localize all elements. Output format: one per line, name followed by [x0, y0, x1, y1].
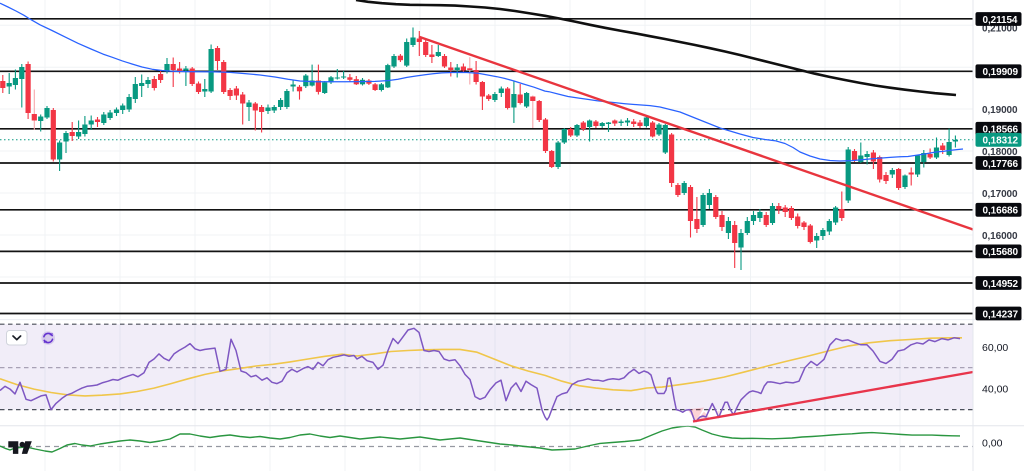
- svg-text:0,21000: 0,21000: [982, 23, 1018, 34]
- svg-text:0,14237: 0,14237: [983, 309, 1019, 320]
- svg-text:0,16686: 0,16686: [983, 206, 1019, 217]
- svg-text:0,14952: 0,14952: [983, 279, 1019, 290]
- svg-text:0,17000: 0,17000: [982, 189, 1018, 200]
- svg-text:0,18312: 0,18312: [983, 136, 1019, 147]
- svg-text:0,21154: 0,21154: [983, 15, 1018, 26]
- svg-text:0,00: 0,00: [982, 437, 1003, 449]
- svg-text:0,15680: 0,15680: [983, 247, 1019, 258]
- svg-text:0,19000: 0,19000: [982, 105, 1018, 116]
- svg-text:0,17766: 0,17766: [983, 159, 1019, 170]
- svg-text:0,19909: 0,19909: [983, 67, 1019, 78]
- svg-text:0,16000: 0,16000: [982, 231, 1018, 242]
- svg-text:0,18566: 0,18566: [983, 125, 1019, 136]
- svg-text:40,00: 40,00: [982, 383, 1008, 395]
- svg-text:60,00: 60,00: [982, 342, 1008, 354]
- svg-text:0,18000: 0,18000: [982, 147, 1018, 158]
